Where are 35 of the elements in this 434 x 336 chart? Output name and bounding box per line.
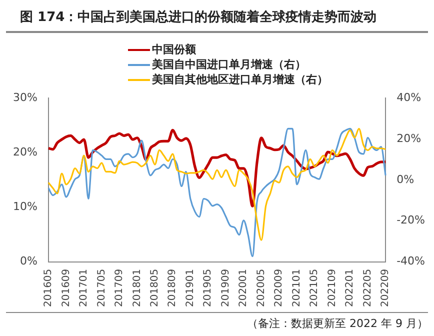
y2-tick-label: -40%: [396, 254, 426, 268]
y2-tick-label: -20%: [396, 214, 426, 227]
x-tick-label: 201901: [184, 268, 196, 308]
legend-label: 美国自其他地区进口单月增速（右）: [152, 73, 328, 86]
x-tick-label: 201701: [78, 268, 90, 308]
text: （备注：数据更新至 2022 年 9 月）: [6, 312, 428, 331]
legend-label: 美国自中国进口单月增速（右）: [152, 58, 306, 71]
y-tick-label: 30%: [12, 90, 38, 104]
x-tick-label: 202005: [256, 268, 267, 308]
x-tick-label: 201905: [202, 268, 214, 308]
x-tick-label: 201801: [132, 268, 143, 308]
y2-tick-label: 0%: [396, 172, 414, 186]
y2-tick-label: 40%: [396, 90, 422, 104]
x-tick-label: 201805: [150, 268, 161, 308]
y-tick-label: 20%: [12, 145, 38, 158]
x-tick-label: 202205: [362, 268, 374, 308]
legend-label: 中国份额: [152, 43, 196, 56]
x-tick-label: 201809: [167, 268, 178, 308]
x-tick-label: 202009: [274, 268, 285, 308]
x-tick-label: 201909: [220, 268, 232, 308]
x-tick-label: 202109: [326, 268, 338, 308]
x-tick-label: 201705: [96, 268, 108, 308]
y2-tick-label: 20%: [396, 132, 422, 145]
y-tick-label: 10%: [12, 200, 38, 214]
x-tick-label: 201709: [114, 268, 126, 308]
x-tick-label: 201609: [60, 268, 72, 308]
x-tick-label: 202101: [291, 268, 302, 308]
chart-title: 图 174：中国占到美国总进口的份额随着全球疫情走势而波动: [6, 0, 428, 33]
x-tick-label: 202105: [309, 268, 320, 308]
x-tick-label: 202209: [380, 268, 392, 308]
x-tick-label: 201605: [43, 268, 54, 308]
x-tick-label: 202001: [238, 268, 250, 308]
y-tick-label: 0%: [20, 254, 38, 268]
line-series: [47, 128, 387, 208]
x-tick-label: 202201: [344, 268, 356, 308]
